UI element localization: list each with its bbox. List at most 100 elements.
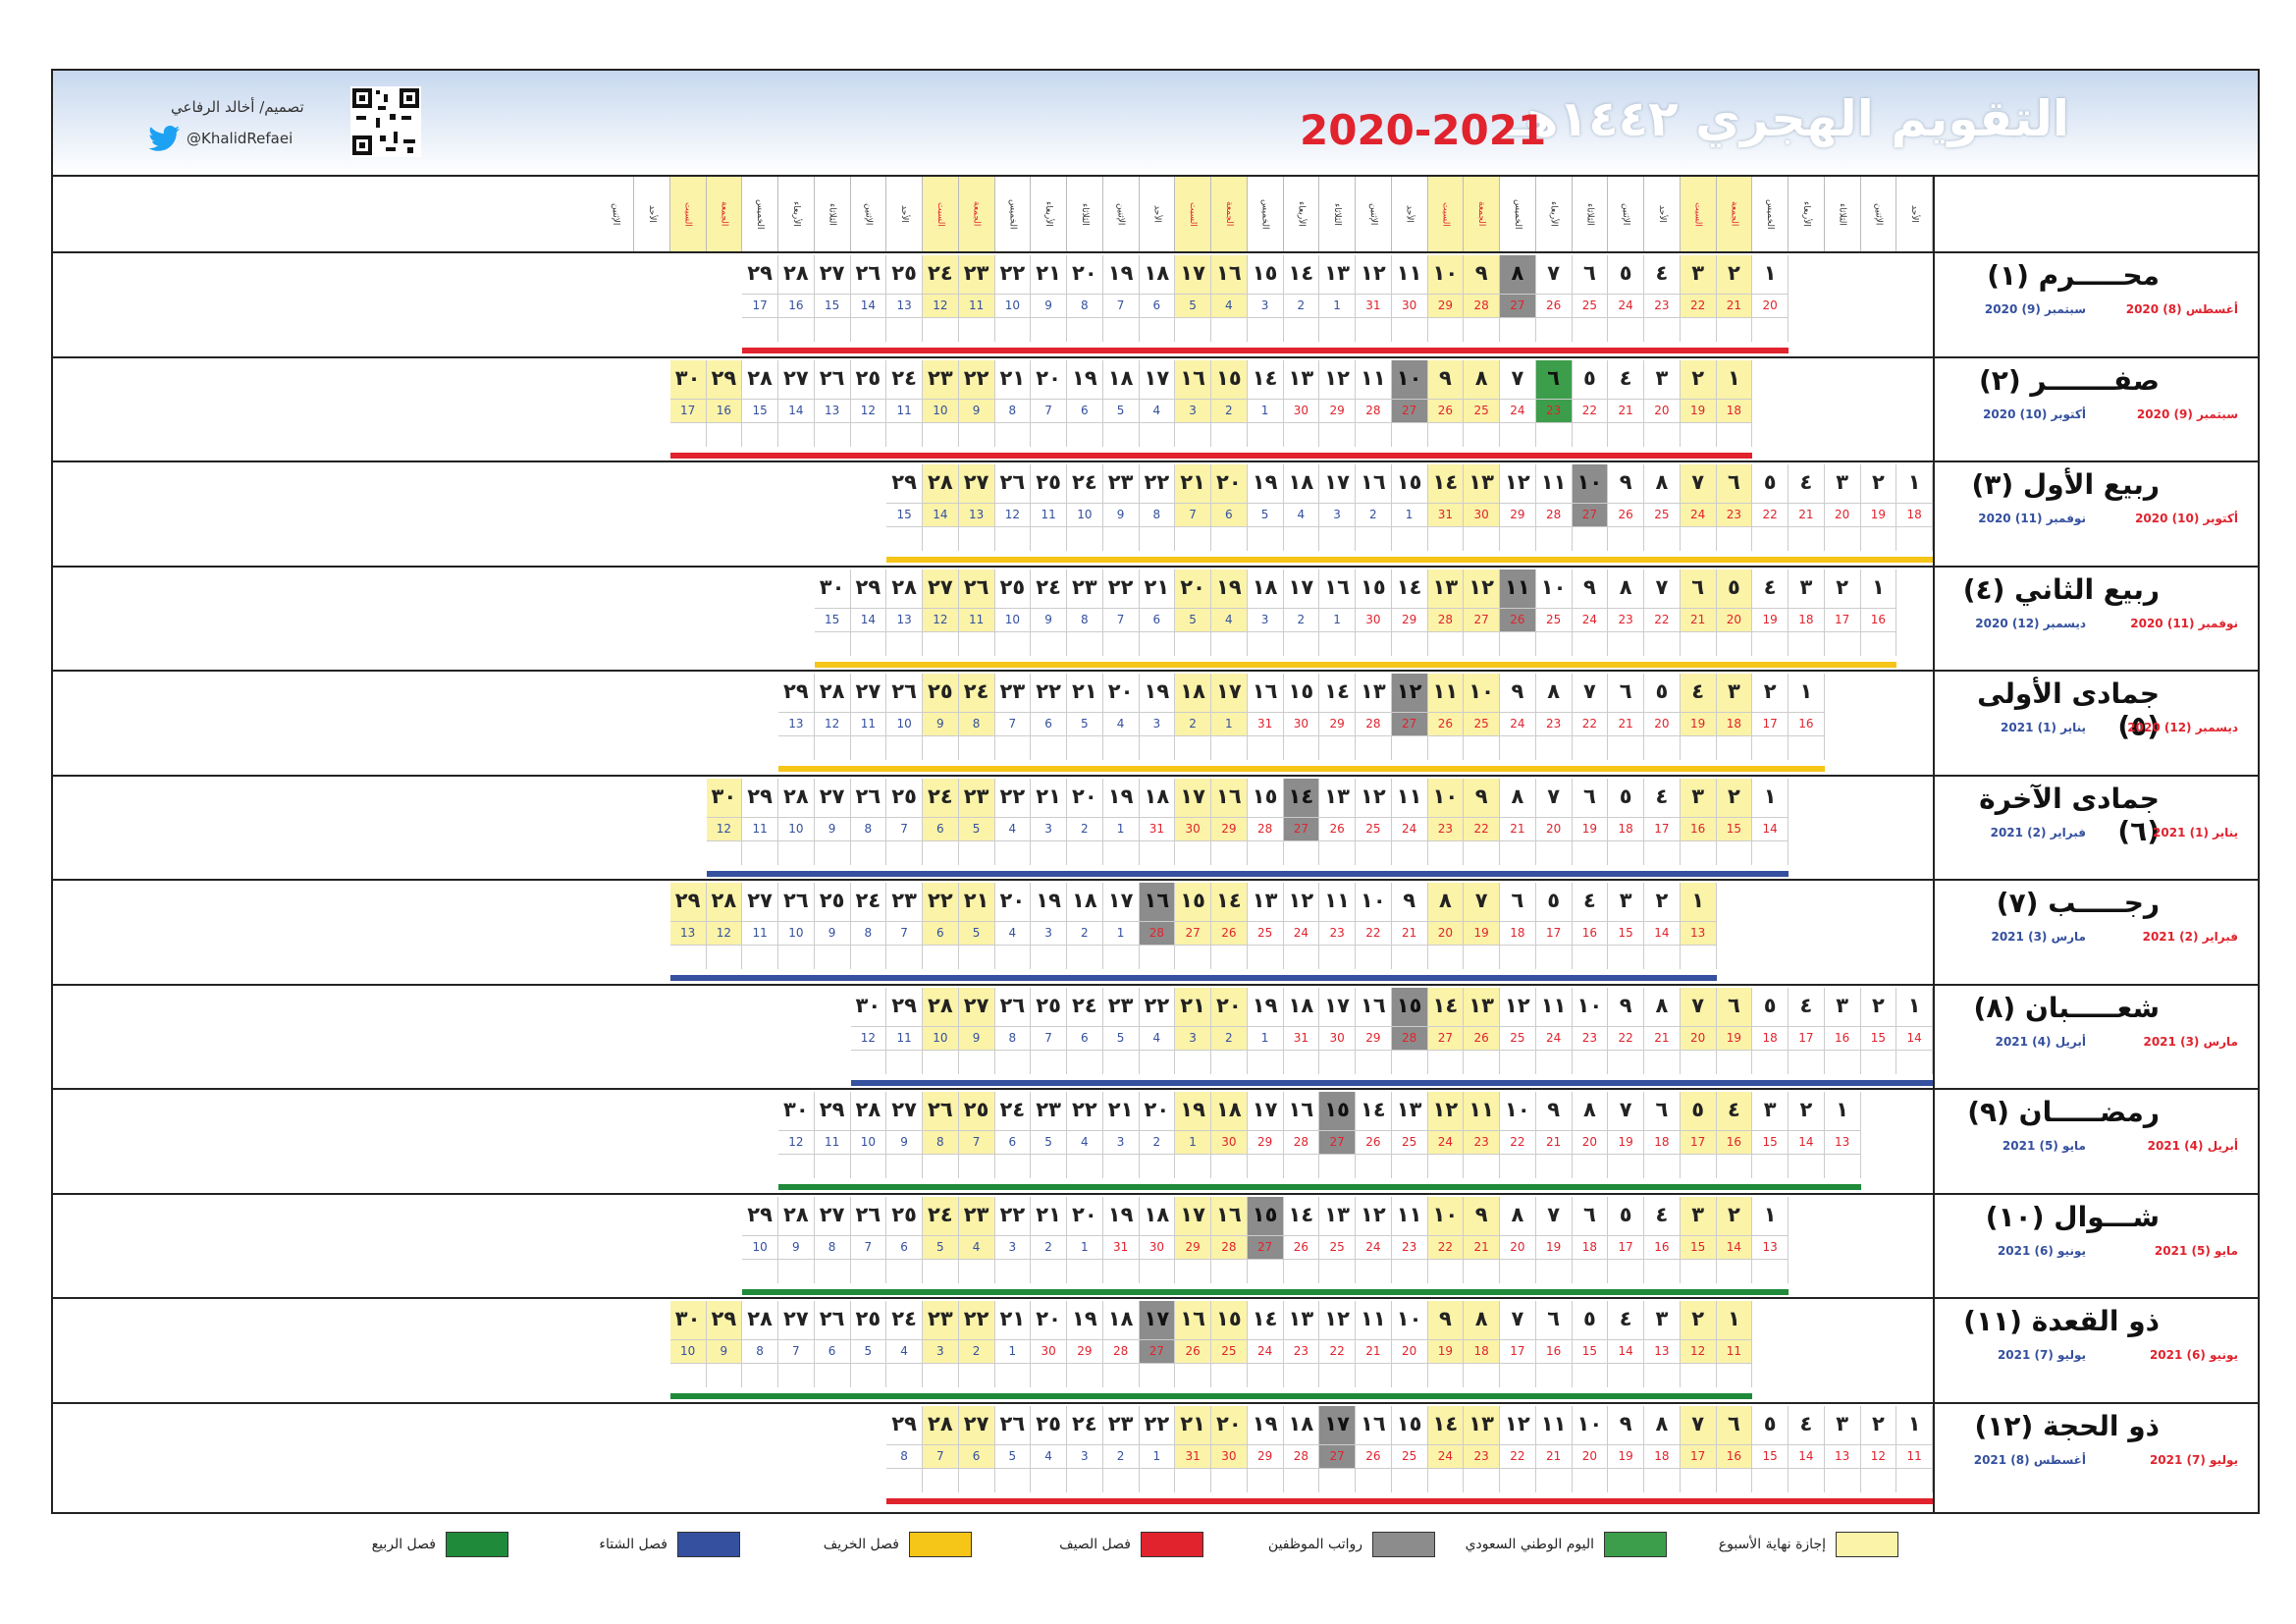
gregorian-day: 9 [958, 399, 995, 423]
hijri-day: ١١ [1500, 568, 1536, 609]
gregorian-day: 29 [1500, 504, 1536, 527]
empty-note-cell [1825, 1155, 1861, 1178]
day-name-header: الثلاثاء [1573, 177, 1609, 251]
hijri-day: ١٥ [1175, 883, 1211, 922]
gregorian-day: 2 [1139, 1131, 1176, 1155]
empty-note-cell [1248, 946, 1284, 969]
gregorian-years: 2020-2021 [1300, 106, 1547, 154]
gregorian-day: 23 [1535, 713, 1573, 736]
empty-note-cell [1608, 840, 1644, 865]
hijri-day: ٢٦ [923, 1092, 959, 1131]
gregorian-day: 15 [1572, 1340, 1609, 1364]
legend-label: فصل الشتاء [599, 1537, 667, 1552]
gregorian-day: 11 [886, 399, 923, 423]
gregorian-day: 14 [1752, 817, 1789, 841]
hijri-day: ٢٥ [814, 883, 851, 922]
empty-note-cell [1825, 1050, 1861, 1074]
empty-note-cell [1681, 1155, 1717, 1178]
empty-note-cell [851, 736, 887, 760]
gregorian-day: 5 [1102, 399, 1140, 423]
empty-note-cell [1752, 527, 1789, 551]
empty-note-cell [1717, 422, 1753, 447]
gregorian-day: 22 [1464, 817, 1500, 841]
hijri-day: ١٢ [1427, 1092, 1465, 1131]
gregorian-day: 9 [778, 1235, 815, 1260]
hijri-day: ١٧ [1175, 1196, 1211, 1236]
gregorian-day: 30 [1283, 713, 1320, 736]
day-name-header: الأحد [634, 177, 670, 251]
gregorian-day: 5 [1175, 608, 1211, 632]
hijri-day: ٢٨ [923, 1405, 959, 1445]
gregorian-day: 6 [1067, 399, 1103, 423]
gregorian-day: 24 [1535, 1026, 1573, 1051]
empty-note-cell [1248, 1364, 1284, 1387]
month-row-divider [53, 460, 2258, 462]
empty-note-cell [886, 1364, 923, 1387]
empty-note-cell [1717, 318, 1753, 342]
empty-note-cell [1031, 527, 1067, 551]
hijri-day: ٣ [1680, 255, 1717, 295]
gregorian-month-start: أغسطس (8) 2020 [2125, 302, 2238, 316]
hijri-day: ١٥ [1391, 464, 1428, 504]
gregorian-day: 29 [1356, 1026, 1392, 1051]
hijri-day: ٢٧ [923, 568, 959, 609]
gregorian-day: 24 [1427, 1444, 1465, 1469]
gregorian-day: 29 [1319, 713, 1356, 736]
hijri-day: ٢٦ [994, 987, 1032, 1027]
empty-note-cell [851, 1364, 887, 1387]
gregorian-day: 14 [1789, 1444, 1825, 1469]
hijri-day: ٣ [1680, 778, 1717, 818]
gregorian-day: 5 [1031, 1131, 1067, 1155]
hijri-day: ١ [1789, 674, 1825, 713]
day-name-header: الخميس [1752, 177, 1789, 251]
day-name-header: الإثنين [1608, 177, 1644, 251]
empty-note-cell [1896, 527, 1933, 551]
hijri-day: ٧ [1680, 464, 1717, 504]
hijri-day: ٧ [1464, 883, 1500, 922]
empty-note-cell [1789, 1050, 1825, 1074]
empty-note-cell [1717, 1364, 1753, 1387]
designer-credit: تصميم/ أخالد الرفاعي [171, 98, 304, 116]
hijri-day: ١٠ [1427, 1196, 1465, 1236]
empty-note-cell [1175, 1259, 1211, 1283]
empty-note-cell [1825, 631, 1861, 656]
hijri-day: ٦ [1572, 255, 1609, 295]
gregorian-day: 25 [1464, 399, 1500, 423]
empty-note-cell [923, 736, 959, 760]
hijri-day: ٤ [1789, 987, 1825, 1027]
gregorian-day: 21 [1680, 608, 1717, 632]
hijri-day: ٢ [1860, 464, 1897, 504]
gregorian-day: 29 [1175, 1235, 1211, 1260]
season-bar [778, 766, 1825, 772]
empty-note-cell [742, 318, 778, 342]
hijri-day: ١٧ [1319, 1405, 1356, 1445]
hijri-day: ٩ [1608, 1405, 1644, 1445]
gregorian-day: 17 [1608, 1235, 1644, 1260]
hijri-day: ١٦ [1356, 1405, 1392, 1445]
hijri-day: ٢١ [958, 883, 995, 922]
gregorian-day: 3 [1031, 817, 1067, 841]
gregorian-day: 15 [814, 295, 851, 318]
gregorian-day: 8 [994, 1026, 1032, 1051]
season-bar [886, 1497, 1933, 1504]
gregorian-day: 7 [1031, 1026, 1067, 1051]
hijri-day: ٢٤ [1067, 987, 1103, 1027]
gregorian-day: 25 [1464, 713, 1500, 736]
hijri-day: ٢٨ [886, 568, 923, 609]
gregorian-day: 23 [1644, 295, 1681, 318]
gregorian-day: 1 [1247, 1026, 1284, 1051]
empty-note-cell [1500, 840, 1536, 865]
empty-note-cell [1356, 1259, 1392, 1283]
hijri-day: ١١ [1535, 1405, 1573, 1445]
empty-note-cell [1789, 1468, 1825, 1492]
hijri-day: ٢٧ [958, 464, 995, 504]
empty-note-cell [1752, 736, 1789, 760]
empty-note-cell [886, 1259, 923, 1283]
empty-note-cell [1284, 631, 1320, 656]
gregorian-day: 25 [1319, 1235, 1356, 1260]
hijri-day: ٢٩ [742, 1196, 778, 1236]
month-name: رمضـــــان (٩) [1967, 1096, 2160, 1128]
hijri-day: ٧ [1572, 674, 1609, 713]
qr-code-icon [350, 86, 421, 157]
empty-note-cell [1103, 1050, 1140, 1074]
